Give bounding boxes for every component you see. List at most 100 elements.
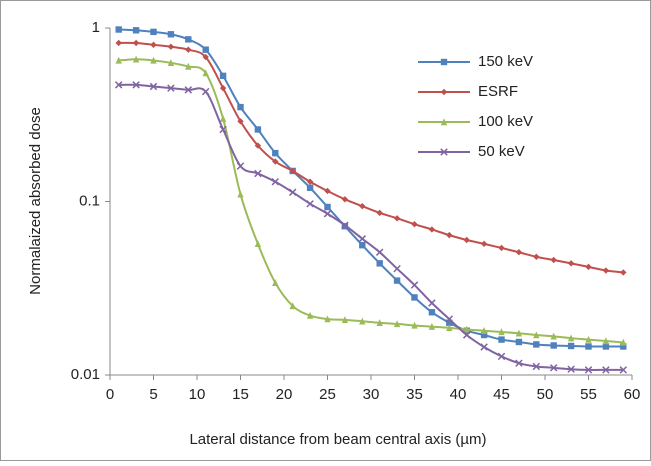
marker [393, 320, 401, 328]
marker [446, 324, 453, 332]
marker [132, 81, 140, 89]
marker [237, 118, 244, 125]
marker [463, 325, 470, 333]
x-tick-label: 30 [363, 386, 380, 403]
marker [254, 240, 262, 248]
marker [202, 53, 209, 61]
marker [359, 202, 366, 210]
marker [602, 366, 610, 374]
y-tick-label: 1 [92, 19, 100, 36]
marker [498, 244, 505, 252]
x-tick-label: 60 [624, 386, 641, 403]
marker [289, 302, 296, 310]
marker [585, 343, 592, 350]
marker [393, 264, 401, 273]
marker [440, 148, 448, 156]
marker [341, 196, 349, 203]
marker [375, 248, 384, 256]
marker [497, 352, 506, 361]
marker [288, 188, 297, 197]
marker [323, 210, 332, 218]
marker [411, 321, 418, 329]
marker [185, 62, 192, 70]
marker [254, 126, 262, 133]
x-tick-label: 0 [106, 386, 114, 403]
x-tick-label: 45 [493, 386, 510, 403]
marker [533, 341, 540, 348]
marker [272, 158, 279, 165]
marker [272, 279, 279, 286]
marker [184, 86, 193, 94]
marker [428, 226, 436, 233]
marker [602, 337, 610, 345]
marker [150, 41, 157, 49]
marker [324, 187, 331, 195]
marker [219, 72, 227, 80]
legend-label: 100 keV [478, 113, 533, 130]
marker [219, 115, 227, 122]
marker [324, 203, 331, 211]
marker [550, 332, 557, 340]
marker [185, 36, 192, 43]
marker [550, 342, 557, 349]
marker [236, 162, 245, 170]
marker [150, 28, 157, 36]
marker [132, 55, 140, 63]
legend-label: 50 keV [478, 143, 525, 160]
marker [237, 103, 244, 111]
marker [271, 178, 280, 186]
marker [567, 334, 575, 342]
marker [515, 249, 523, 256]
marker [358, 235, 367, 243]
marker [445, 315, 454, 323]
marker [393, 215, 401, 222]
marker [567, 365, 575, 373]
marker [324, 315, 331, 323]
marker [185, 46, 192, 53]
marker [115, 39, 122, 47]
marker [446, 231, 453, 239]
marker [480, 331, 488, 339]
marker [167, 59, 175, 67]
marker [202, 46, 209, 53]
marker [219, 125, 227, 134]
marker [289, 167, 296, 175]
y-axis-label: Normalaized absorbed dose [27, 107, 44, 295]
marker [167, 43, 175, 50]
marker [440, 118, 448, 126]
marker [393, 277, 401, 284]
y-tick-label: 0.01 [71, 366, 100, 383]
marker [620, 343, 627, 350]
marker [620, 338, 627, 346]
marker [376, 209, 383, 217]
marker [428, 299, 436, 307]
marker [533, 253, 540, 261]
marker [254, 169, 262, 178]
marker [219, 84, 227, 92]
marker [585, 263, 592, 271]
marker [498, 328, 505, 336]
marker [550, 256, 557, 264]
marker [341, 221, 349, 229]
marker [376, 319, 383, 326]
x-tick-label: 25 [319, 386, 336, 403]
marker [410, 281, 419, 289]
marker [440, 58, 448, 66]
x-tick-label: 20 [276, 386, 293, 403]
x-tick-label: 50 [537, 386, 554, 403]
marker [446, 319, 453, 326]
marker [202, 69, 209, 77]
x-tick-label: 40 [450, 386, 467, 403]
marker [341, 316, 349, 324]
marker [619, 366, 628, 374]
marker [115, 56, 122, 64]
marker [306, 311, 314, 319]
marker [498, 336, 505, 343]
x-tick-label: 35 [406, 386, 423, 403]
legend-label: 150 keV [478, 53, 533, 70]
marker [167, 84, 175, 92]
marker [237, 190, 244, 198]
marker [585, 335, 592, 343]
x-tick-label: 10 [189, 386, 206, 403]
